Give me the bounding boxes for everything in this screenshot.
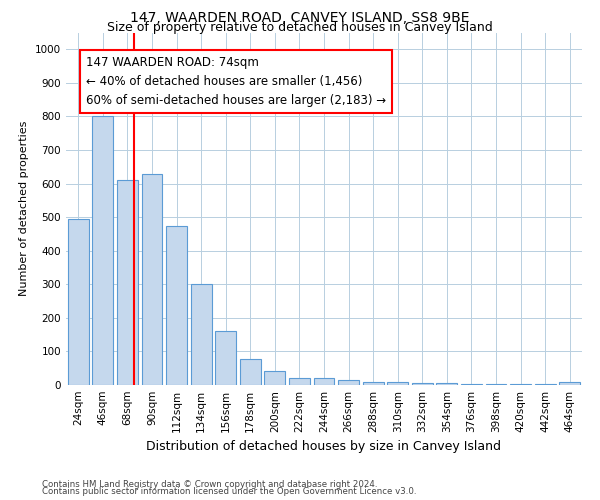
Bar: [215, 332, 236, 385]
Bar: [240, 359, 261, 385]
Text: Contains public sector information licensed under the Open Government Licence v3: Contains public sector information licen…: [42, 487, 416, 496]
Bar: [166, 226, 187, 385]
Bar: [191, 284, 212, 385]
X-axis label: Distribution of detached houses by size in Canvey Island: Distribution of detached houses by size …: [146, 440, 502, 454]
Bar: [559, 382, 580, 385]
Bar: [265, 371, 286, 385]
Bar: [314, 378, 334, 385]
Bar: [92, 116, 113, 385]
Bar: [461, 384, 482, 385]
Bar: [142, 174, 163, 385]
Text: 147, WAARDEN ROAD, CANVEY ISLAND, SS8 9BE: 147, WAARDEN ROAD, CANVEY ISLAND, SS8 9B…: [130, 12, 470, 26]
Text: 147 WAARDEN ROAD: 74sqm
← 40% of detached houses are smaller (1,456)
60% of semi: 147 WAARDEN ROAD: 74sqm ← 40% of detache…: [86, 56, 386, 107]
Bar: [387, 382, 408, 385]
Y-axis label: Number of detached properties: Number of detached properties: [19, 121, 29, 296]
Bar: [436, 384, 457, 385]
Text: Size of property relative to detached houses in Canvey Island: Size of property relative to detached ho…: [107, 22, 493, 35]
Bar: [412, 384, 433, 385]
Bar: [289, 378, 310, 385]
Bar: [117, 180, 138, 385]
Bar: [338, 380, 359, 385]
Text: Contains HM Land Registry data © Crown copyright and database right 2024.: Contains HM Land Registry data © Crown c…: [42, 480, 377, 489]
Bar: [535, 384, 556, 385]
Bar: [510, 384, 531, 385]
Bar: [362, 382, 383, 385]
Bar: [485, 384, 506, 385]
Bar: [68, 219, 89, 385]
